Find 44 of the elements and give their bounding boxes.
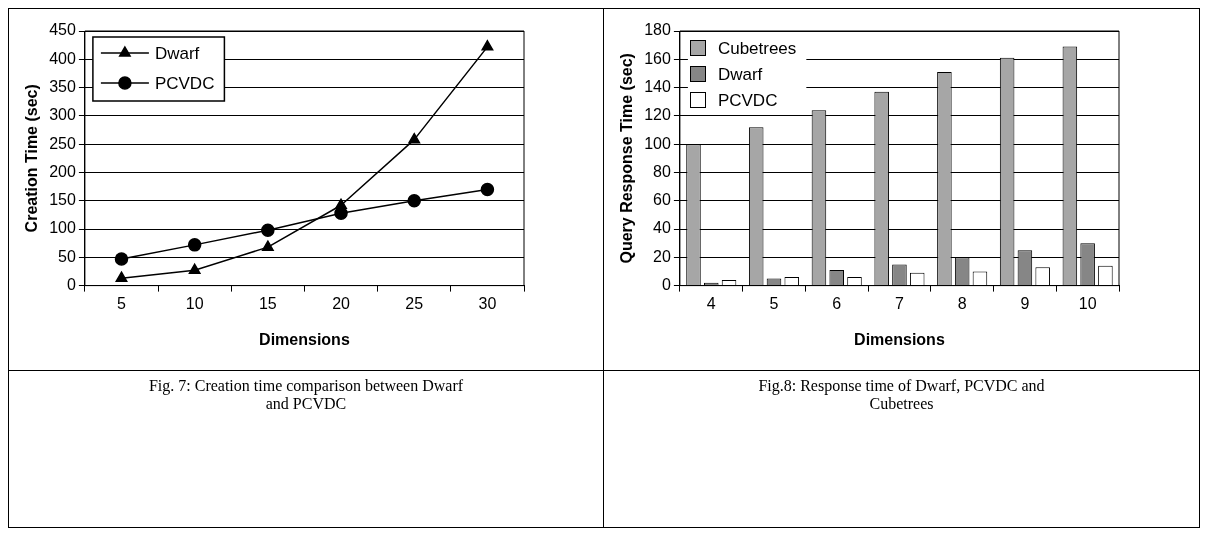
x-tick-label: 10 bbox=[1078, 294, 1097, 312]
y-tick-label: 60 bbox=[653, 191, 671, 209]
x-tick-label: 15 bbox=[258, 294, 277, 312]
x-tick-label: 30 bbox=[478, 294, 497, 312]
y-tick-label: 120 bbox=[644, 106, 671, 124]
y-tick-label: 180 bbox=[644, 21, 671, 39]
x-axis-title: Dimensions bbox=[854, 330, 945, 348]
y-tick-label: 350 bbox=[49, 77, 76, 95]
x-tick-label: 25 bbox=[405, 294, 424, 312]
y-tick-label: 140 bbox=[644, 77, 671, 95]
y-tick-label: 20 bbox=[653, 247, 671, 265]
x-tick-label: 5 bbox=[769, 294, 779, 312]
x-tick-label: 4 bbox=[706, 294, 716, 312]
y-tick-label: 80 bbox=[653, 162, 671, 180]
x-tick-label: 9 bbox=[1020, 294, 1030, 312]
y-tick-label: 0 bbox=[66, 276, 76, 294]
x-tick-label: 7 bbox=[894, 294, 904, 312]
legend-label: PCVDC bbox=[154, 73, 215, 93]
y-axis-title: Query Response Time (sec) bbox=[618, 53, 636, 264]
y-axis-title: Creation Time (sec) bbox=[23, 84, 41, 233]
y-tick-label: 100 bbox=[49, 219, 76, 237]
y-tick-label: 50 bbox=[58, 247, 76, 265]
y-tick-label: 400 bbox=[49, 49, 76, 67]
x-tick-label: 10 bbox=[185, 294, 204, 312]
y-tick-label: 450 bbox=[49, 21, 76, 39]
legend-label: Cubetrees bbox=[717, 38, 797, 58]
legend-label: Dwarf bbox=[717, 64, 763, 84]
legend-label: PCVDC bbox=[717, 90, 778, 110]
y-tick-label: 150 bbox=[49, 191, 76, 209]
y-tick-label: 160 bbox=[644, 49, 671, 67]
y-tick-label: 40 bbox=[653, 219, 671, 237]
legend-label: Dwarf bbox=[154, 43, 200, 63]
x-tick-label: 20 bbox=[332, 294, 351, 312]
x-tick-label: 5 bbox=[117, 294, 127, 312]
y-tick-label: 300 bbox=[49, 106, 76, 124]
y-tick-label: 0 bbox=[661, 276, 671, 294]
y-tick-label: 100 bbox=[644, 134, 671, 152]
y-tick-label: 250 bbox=[49, 134, 76, 152]
x-tick-label: 6 bbox=[832, 294, 842, 312]
x-axis-title: Dimensions bbox=[259, 330, 350, 348]
y-tick-label: 200 bbox=[49, 162, 76, 180]
caption: Fig. 7: Creation time comparison between Dwarf and PCVDC bbox=[147, 376, 465, 413]
x-tick-label: 8 bbox=[957, 294, 967, 312]
caption: Fig.8: Response time of Dwarf, PCVDC and Cubetrees bbox=[757, 376, 1046, 413]
